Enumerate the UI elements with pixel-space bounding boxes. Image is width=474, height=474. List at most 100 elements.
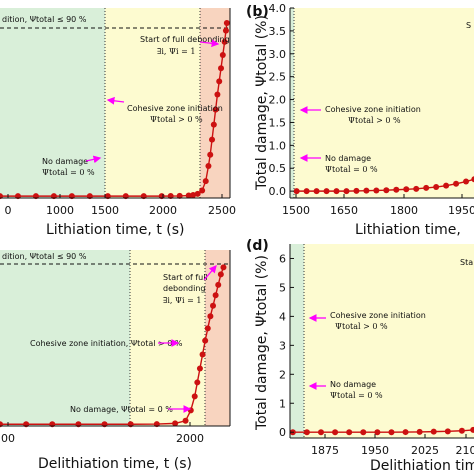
annotation-cohesive: Cohesive zone initiation Ψtotal > 0 % <box>127 104 223 124</box>
x-ticks: 1500 1650 1800 1950 <box>282 194 474 217</box>
x-axis-label: Delithiation time <box>370 458 474 474</box>
annotation-cohesive: Cohesive zone initiation Ψtotal > 0 % <box>325 105 421 125</box>
data-point <box>374 429 381 436</box>
corner-text: Sta <box>460 258 473 267</box>
annotation-text: No damage <box>325 154 371 163</box>
y-tick-label: 1 <box>279 397 286 410</box>
data-point <box>360 429 367 436</box>
data-point <box>373 187 380 194</box>
arrow-icon <box>106 96 125 105</box>
panel-c: dition, Ψtotal ≤ 90 % Start of full debo… <box>0 250 231 472</box>
x-axis-label: Lithiation time, <box>355 222 461 238</box>
y-ticks: 0 1 2 3 4 5 6 <box>279 252 294 439</box>
data-point <box>443 182 450 189</box>
data-point <box>215 281 222 288</box>
data-point <box>218 65 225 72</box>
x-tick-label: 1950 <box>361 444 389 457</box>
data-point <box>172 420 179 427</box>
series-line <box>0 267 225 425</box>
annotation-text: Cohesive zone initiation <box>325 105 421 114</box>
data-point <box>416 428 423 435</box>
data-point <box>217 271 224 278</box>
cohesive-zone <box>294 8 474 198</box>
x-ticks: 0 1000 1500 2000 2500 <box>5 194 236 217</box>
data-point <box>383 187 390 194</box>
data-point <box>196 365 203 372</box>
y-tick-label: 1.5 <box>269 116 287 129</box>
annotation-text: Cohesive zone initiation <box>127 104 223 113</box>
data-point <box>458 427 465 434</box>
data-point <box>205 163 212 170</box>
annotation-full-debond: Start of full debonding ∃i, Ψi = 1 <box>140 35 230 56</box>
arrow-icon <box>199 39 220 48</box>
y-ticks: 0.0 0.5 1.0 1.5 2.0 2.5 3.0 3.5 4.0 <box>269 2 294 198</box>
annotation-cohesive: Cohesive zone initiation, Ψtotal > 0 % <box>30 339 183 348</box>
annotation-text: No damage <box>330 380 376 389</box>
data-point <box>182 417 189 424</box>
data-point <box>346 429 353 436</box>
data-point <box>333 188 340 195</box>
x-axis-label: Lithiation time, t (s) <box>46 222 184 238</box>
data-point <box>433 184 440 191</box>
y-tick-label: 3.5 <box>269 25 287 38</box>
data-point <box>202 178 209 185</box>
panel-a: dition, Ψtotal ≤ 90 % Start of full debo… <box>0 8 236 238</box>
annotation-text: No damage <box>42 157 88 166</box>
data-point <box>430 428 437 435</box>
data-point <box>453 180 460 187</box>
y-axis-label: Total damage, Ψtotal (%) <box>254 255 270 431</box>
x-axis-label: Delithiation time, t (s) <box>38 456 192 472</box>
no-damage-zone <box>290 8 294 198</box>
data-point <box>191 393 198 400</box>
data-point <box>470 426 474 433</box>
panel-b: (b) S Cohesive zone initiation Ψtotal > … <box>246 2 474 238</box>
x-ticks: 1875 1950 2025 210 <box>311 434 474 457</box>
data-point <box>204 325 211 332</box>
annotation-no-damage: No damage Ψtotal = 0 % <box>330 380 383 400</box>
data-point <box>221 38 228 45</box>
threshold-header: dition, Ψtotal ≤ 90 % <box>2 252 87 261</box>
y-tick-label: 2.0 <box>269 94 287 107</box>
annotation-text: debonding <box>163 284 206 293</box>
y-axis-label: Total damage, Ψtotal (%) <box>254 15 270 191</box>
x-tick-label: 1875 <box>311 444 339 457</box>
data-point <box>393 186 400 193</box>
annotation-text: Cohesive zone initiation <box>330 311 426 320</box>
data-point <box>220 264 227 271</box>
x-tick-label: 1500 <box>91 204 119 217</box>
annotation-text: Ψtotal = 0 % <box>42 168 95 177</box>
data-point <box>332 429 339 436</box>
cohesive-zone <box>105 8 200 198</box>
y-tick-label: 3 <box>279 339 286 352</box>
data-point <box>323 188 330 195</box>
data-point <box>388 429 395 436</box>
data-point <box>207 151 214 158</box>
data-point <box>185 192 192 199</box>
data-point <box>313 188 320 195</box>
data-point <box>318 429 324 436</box>
data-point <box>210 121 217 128</box>
corner-text: S <box>466 21 471 30</box>
arrow-icon <box>85 155 102 164</box>
y-tick-label: 2 <box>279 368 286 381</box>
cohesive-zone <box>304 244 474 438</box>
panel-label: (d) <box>246 238 269 254</box>
data-point <box>353 187 360 194</box>
annotation-no-damage: No damage Ψtotal = 0 % <box>42 157 95 177</box>
annotation-no-damage: No damage Ψtotal = 0 % <box>325 154 378 174</box>
data-point <box>471 176 474 183</box>
panel-label: (b) <box>246 4 269 20</box>
data-point <box>413 185 420 192</box>
data-point <box>199 351 206 358</box>
no-damage-zone <box>0 250 130 426</box>
x-tick-label: 2500 <box>208 204 236 217</box>
annotation-cohesive: Cohesive zone initiation Ψtotal > 0 % <box>330 311 426 331</box>
data-point <box>423 184 430 191</box>
y-tick-label: 0 <box>279 426 286 439</box>
annotation-text: Ψtotal > 0 % <box>150 115 203 124</box>
data-point <box>444 428 451 435</box>
data-point <box>216 78 223 85</box>
data-point <box>194 190 201 197</box>
x-tick-label: 1650 <box>330 204 358 217</box>
